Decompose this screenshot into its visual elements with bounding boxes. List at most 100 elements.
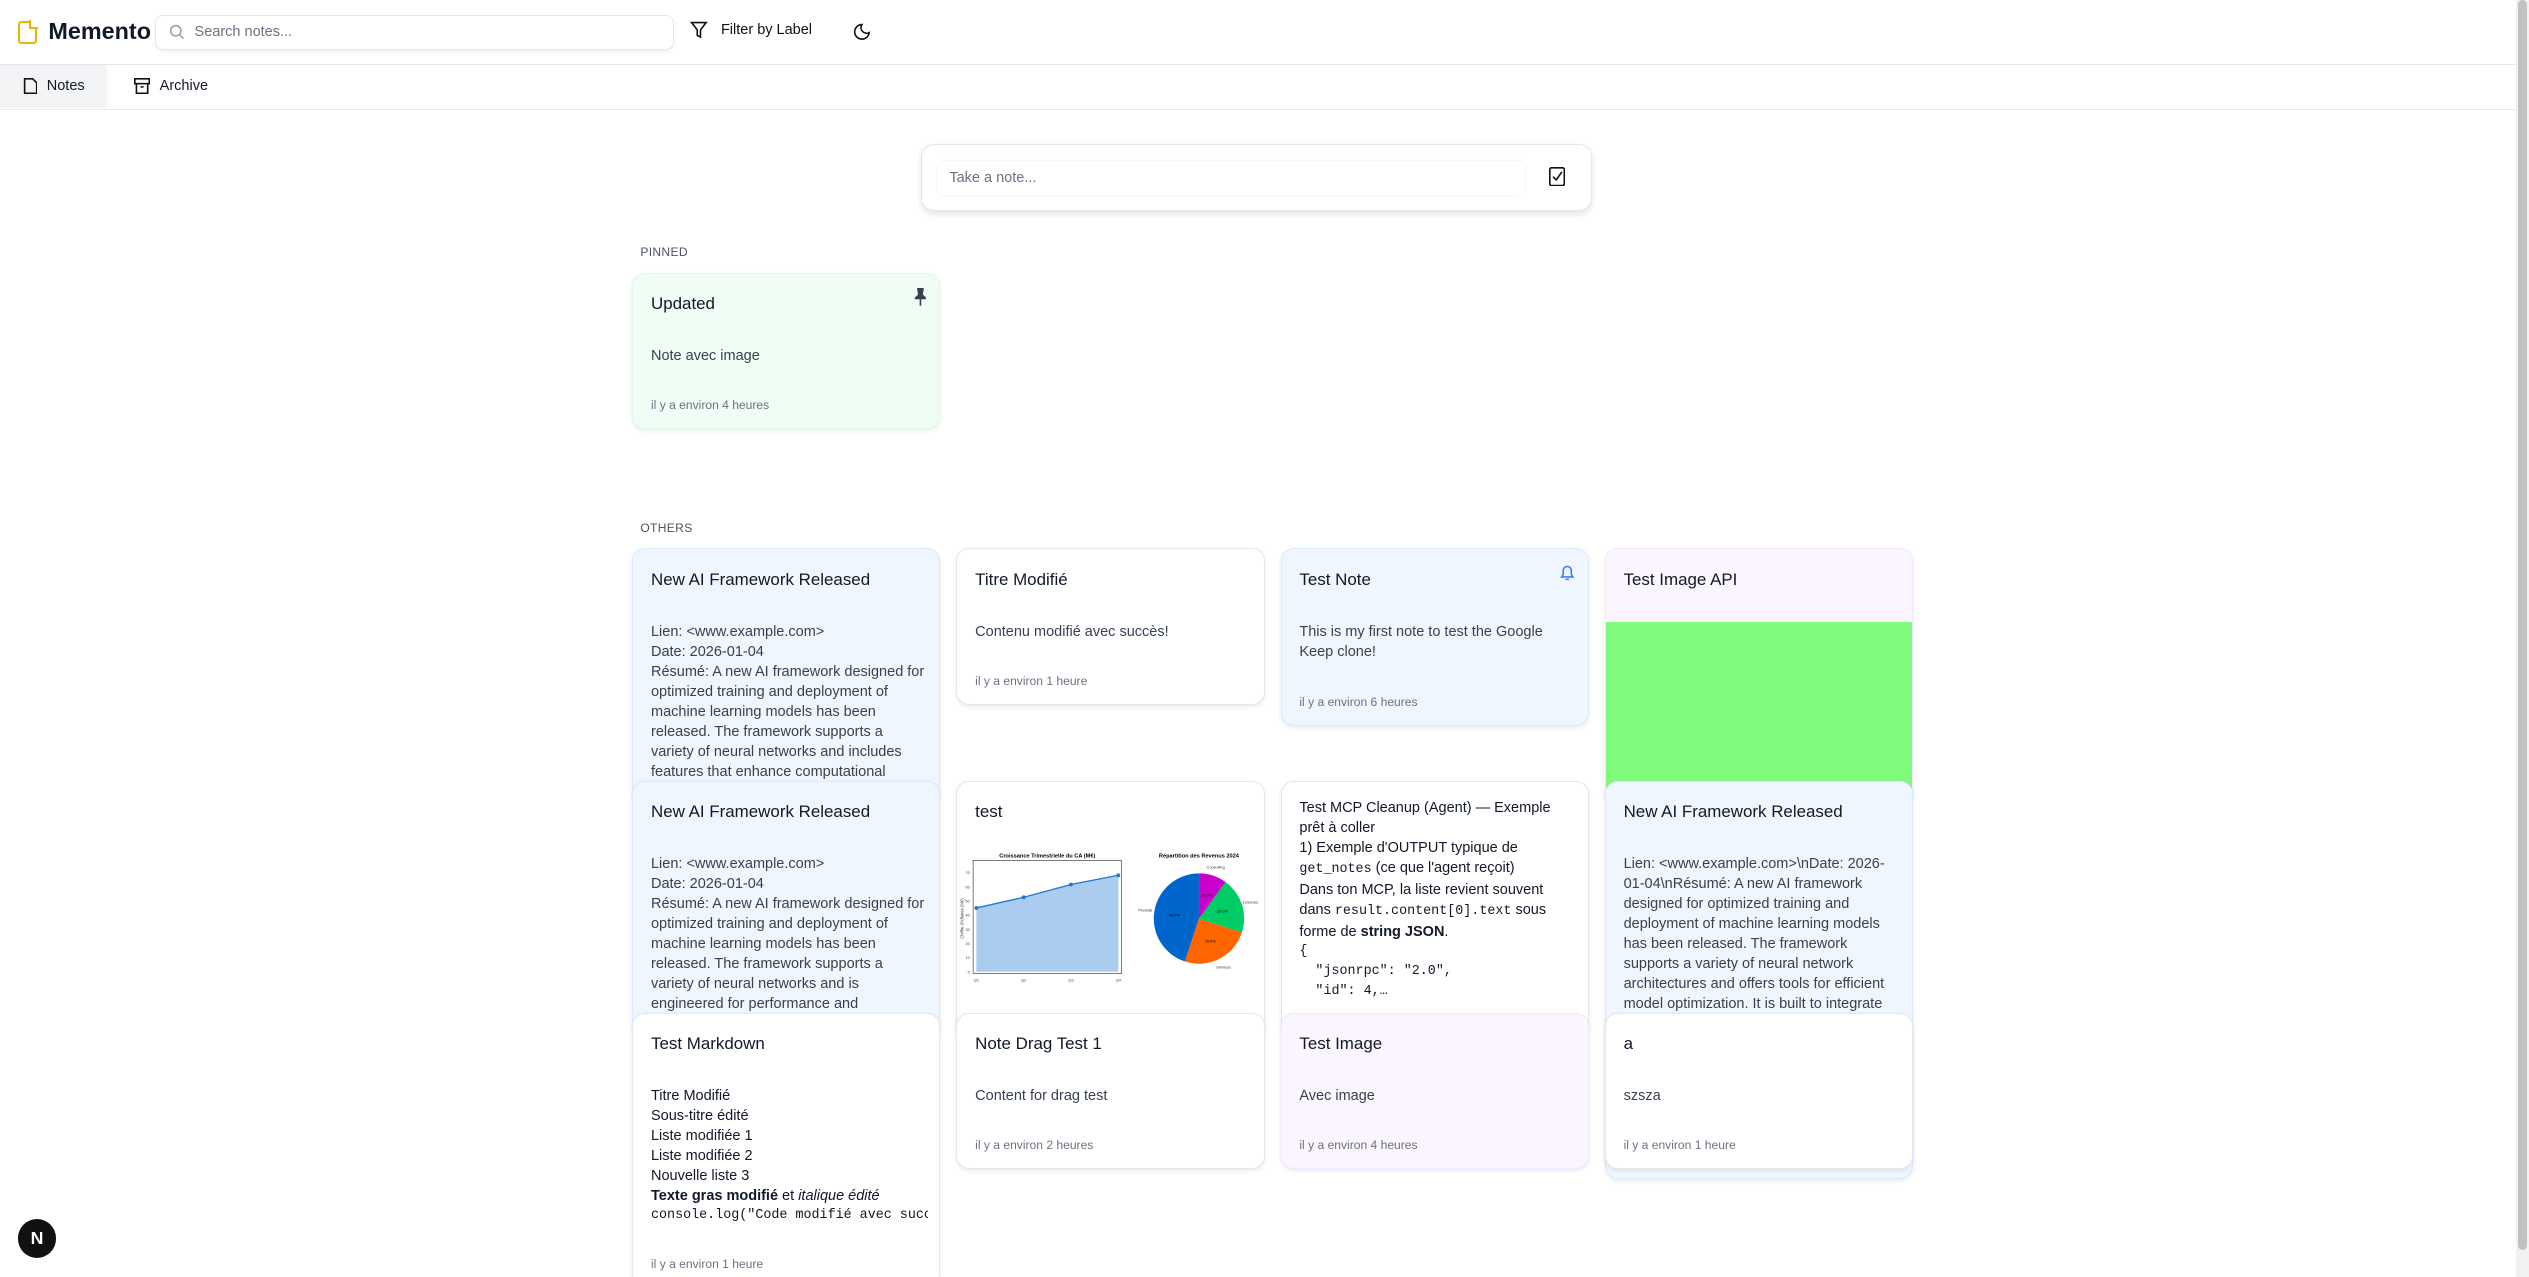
tab-archive[interactable]: Archive [111,65,230,109]
body-line: Liste modifiée 1 [650,1128,753,1145]
note-title: test [975,801,1003,821]
inline-code: get_notes [1299,861,1372,877]
take-note-input[interactable] [938,160,1526,195]
y-tick-label: 30 [966,927,971,932]
note-card[interactable]: Test Note This is my first note to test … [1280,548,1589,726]
scrollbar[interactable] [2516,0,2529,1277]
tab-label: Notes [46,78,85,95]
note-card[interactable]: a szsza il y a environ 1 heure [1604,1012,1913,1170]
body-line: forme de string JSON. [1299,922,1576,942]
note-card[interactable]: Test Image Avec image il y a environ 4 h… [1280,1012,1589,1170]
note-timestamp: il y a environ 4 heures [1299,1138,1418,1153]
pinned-section-label: PINNED [640,245,688,260]
dev-tools-button[interactable]: N [17,1219,57,1259]
body-line: Lien: <www.example.com> [650,856,825,873]
body-line: Lien: <www.example.com> [650,623,825,640]
archive-icon [133,78,150,95]
bell-icon[interactable] [1560,564,1575,582]
moon-icon[interactable] [853,23,871,41]
note-timestamp: il y a environ 4 heures [650,397,770,412]
text: dans [1299,901,1335,918]
search-input[interactable] [194,20,647,45]
body-line: Dans ton MCP, la liste revient souvent [1299,881,1544,898]
note-body: Lien: <www.example.com>\nDate: 2026-01-0… [1623,856,1885,1013]
code-line: "jsonrpc": "2.0", [1299,963,1452,979]
note-title: Titre Modifié [975,569,1068,589]
pie-slice [1185,918,1243,964]
x-tick-label: Q1 [974,978,980,983]
pie-pct-label: 20.0% [1218,909,1230,914]
data-point [1069,882,1074,887]
note-body: Titre Modifié Sous-titre édité Liste mod… [651,1086,928,1226]
plot-frame [973,860,1123,974]
note-timestamp: il y a environ 1 heure [650,1257,764,1272]
filter-by-label-button[interactable]: Filter by Label [690,21,812,39]
note-title: New AI Framework Released [650,801,871,821]
note-card[interactable]: Test Image API [1604,548,1913,807]
note-title: Test Note [1299,569,1371,589]
code-line: { [1299,943,1308,959]
inline-code: result.content[0].text [1334,903,1512,919]
note-card[interactable]: New AI Framework Released Lien: <www.exa… [632,780,941,1039]
note-title: Test Markdown [650,1034,765,1054]
tab-label: Archive [159,78,209,95]
pie-slice-label: Consulting [1207,865,1225,870]
pie-pct-label: 10.0% [1202,893,1214,898]
note-card[interactable]: Test MCP Cleanup (Agent) — Exemple prêt … [1280,780,1589,1039]
tab-notes[interactable]: Notes [0,64,108,109]
take-note-composer[interactable] [920,143,1592,212]
text: forme de [1299,923,1361,940]
body-line: Date: 2026-01-04 [650,643,764,660]
x-tick-label: Q4 [1116,978,1122,983]
series-line [976,874,1119,909]
note-card[interactable]: New AI Framework Released Lien: <www.exa… [632,548,941,807]
body-line: dans result.content[0].text sous [1299,900,1576,922]
search-icon [169,24,184,39]
note-title: New AI Framework Released [650,569,871,589]
body-line: Sous-titre édité [650,1108,749,1125]
pie-pct-label: 45.0% [1169,912,1181,917]
note-body: Avec image [1299,1088,1375,1105]
italic-text: italique édité [798,1188,880,1205]
pie-chart-title: Répartition des Revenus 2024 [1159,853,1240,859]
text: (ce que l'agent reçoit) [1371,859,1515,876]
y-tick-label: 20 [966,941,971,946]
search-box[interactable] [154,14,675,50]
line-chart-ylabel: Chiffre d'Affaires (M€) [960,898,965,939]
note-card[interactable]: test Chiffre d'Affaires (M€) Croissance … [956,780,1265,1039]
note-timestamp: il y a environ 1 heure [1623,1138,1736,1153]
tab-bar: Notes Archive [0,64,2517,110]
others-section-label: OTHERS [640,520,693,535]
line-chart-title: Croissance Trimestrielle du CA (M€) [1000,853,1096,859]
y-tick-label: 50 [966,899,971,904]
code-block: { "jsonrpc": "2.0", "id": 4,… [1299,942,1576,1002]
pin-icon[interactable] [914,288,927,306]
checkbox-list-icon[interactable] [1549,167,1566,187]
note-body: Contenu modifié avec succès! [975,623,1169,640]
code-line: console.log("Code modifié avec succès") [650,1208,928,1224]
note-timestamp: il y a environ 1 heure [975,673,1088,688]
body-line: Liste modifiée 2 [650,1148,753,1165]
body-line: 1) Exemple d'OUTPUT typique de [1299,839,1518,856]
note-card[interactable]: Titre Modifié Contenu modifié avec succè… [956,548,1265,705]
y-tick-label: 40 [966,913,971,918]
text: et [778,1188,799,1205]
body-line: Résumé: A new AI framework designed for … [650,896,925,1013]
note-card[interactable]: Updated Note avec image il y a environ 4… [632,272,941,430]
chart-image: Chiffre d'Affaires (M€) Croissance Trime… [960,853,1259,983]
pie-slice-label: Services [1217,965,1232,970]
note-card[interactable]: New AI Framework Released Lien: <www.exa… [1604,780,1913,1039]
note-body: This is my first note to test the Google… [1299,623,1543,660]
area-fill [976,875,1119,972]
data-point [1116,873,1121,878]
note-body: szsza [1623,1088,1661,1105]
x-tick-label: Q3 [1069,978,1075,983]
data-point [1022,895,1027,900]
note-card[interactable]: Note Drag Test 1 Content for drag test i… [956,1012,1265,1170]
note-logo-icon [17,20,38,44]
note-image [1605,621,1912,806]
pie-slice [1199,882,1245,933]
note-card[interactable]: Test Markdown Titre Modifié Sous-titre é… [632,1012,941,1277]
scrollbar-thumb[interactable] [2517,0,2528,1250]
note-title: Note Drag Test 1 [975,1034,1102,1054]
